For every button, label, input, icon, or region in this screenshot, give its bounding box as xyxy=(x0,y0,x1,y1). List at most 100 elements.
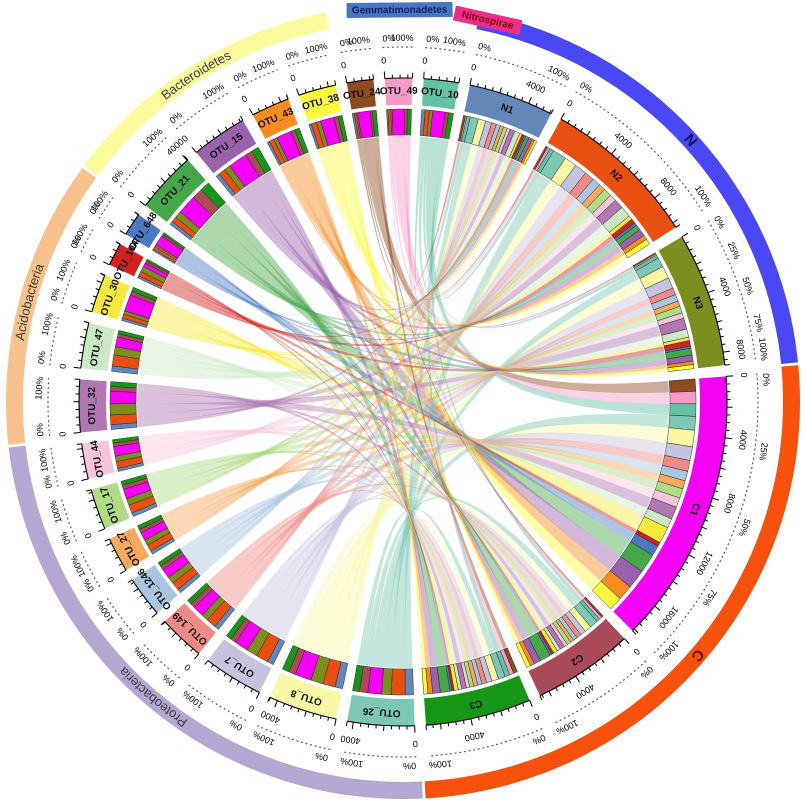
axis-value-C1-16000: 16000 xyxy=(657,605,681,631)
percent-label-OTU_648-100: 100% xyxy=(89,189,110,214)
ribbon-OTU_24-N1 xyxy=(356,139,460,294)
segment-N2 xyxy=(547,119,676,242)
axis-value-N2-8000: 8000 xyxy=(658,176,678,198)
tick-end-OTU_10 xyxy=(458,77,461,83)
axis-value-C1-4000: 4000 xyxy=(737,429,749,450)
tick-N1-4500 xyxy=(535,103,538,107)
tick-OTU_15-500 xyxy=(199,144,203,148)
ribbon-OTU_8-N1 xyxy=(341,144,479,663)
ribbon-OTU_149-N2 xyxy=(225,194,576,606)
bar-slice-OTU_24-5 xyxy=(371,109,379,137)
percent-label-N3-75: 75% xyxy=(751,313,765,333)
percent-label-OTU_7-100: 100% xyxy=(181,688,205,710)
tick-OTU_17-1500 xyxy=(93,506,97,509)
bar-slice-OTU_44-5 xyxy=(112,436,139,444)
tick-OTU_38-500 xyxy=(304,89,307,93)
axis-value-C3-4000: 4000 xyxy=(464,729,486,743)
tick-OTU_1246-500 xyxy=(149,606,153,610)
percent-label-OTU_24-100: 100% xyxy=(346,35,370,47)
percent-ring-N2 xyxy=(575,91,703,212)
segment-OTU_43 xyxy=(252,99,298,139)
percent-label-OTU_10-0: 0% xyxy=(426,34,440,45)
bar-slice-C1-2 xyxy=(669,403,697,417)
tick-N2-1000 xyxy=(573,123,577,128)
percent-ring-OTU_27 xyxy=(80,551,101,587)
bar-slice-N3-19 xyxy=(667,364,695,372)
percent-label-C2-0: 0% xyxy=(639,664,655,680)
tick-OTU_43-1000 xyxy=(264,104,268,109)
tick-OTU_648-1000 xyxy=(130,218,135,222)
tick-OTU_149-2000 xyxy=(171,632,177,638)
tick-OTU_21-1000 xyxy=(152,190,156,194)
segment-OTU_648 xyxy=(125,214,161,249)
percent-label-N2-100: 100% xyxy=(693,184,714,209)
percent-label-OTU_10-100: 100% xyxy=(442,35,466,49)
tick-C1-17500 xyxy=(639,623,643,627)
percent-label-OTU_44-100: 100% xyxy=(37,448,50,472)
group-box-label-Gemmatimonadetes: Gemmatimonadetes xyxy=(352,5,448,17)
axis-OTU_104 xyxy=(108,243,121,266)
tick-C1-10000 xyxy=(701,526,708,530)
tick-OTU_15-2000 xyxy=(217,129,222,135)
ribbon-OTU_17-N3 xyxy=(151,315,657,496)
tick-C1-8500 xyxy=(709,504,714,508)
bar-slice-OTU_26-1 xyxy=(391,668,406,696)
percent-label-OTU_104-100: 100% xyxy=(70,222,90,247)
bar-slice-OTU_15-5 xyxy=(251,146,272,174)
tick-end-OTU_44 xyxy=(76,443,82,445)
bars-layer xyxy=(109,108,697,696)
ribbon-OTU_47-N2 xyxy=(139,225,609,378)
tick-OTU_30-2000 xyxy=(96,280,102,284)
tick-OTU_15-3000 xyxy=(231,122,235,126)
tick-OTU_17-1000 xyxy=(95,513,100,517)
tick-C1-11000 xyxy=(695,540,699,544)
tick-OTU_24-0 xyxy=(345,75,348,84)
segment-label-N1: N1 xyxy=(499,102,515,117)
tick-N3-3000 xyxy=(702,276,706,279)
bar-slice-OTU_8-5 xyxy=(282,645,300,673)
percent-label-OTU_30-100: 100% xyxy=(54,257,72,282)
tick-N3-500 xyxy=(685,241,689,245)
tick-N3-1000 xyxy=(689,248,693,251)
bar-slice-OTU_648-5 xyxy=(162,232,186,250)
axis-value-OTU_149-0: 0 xyxy=(182,662,192,673)
tick-OTU_149-1500 xyxy=(178,638,182,642)
tick-C1-7000 xyxy=(716,482,721,485)
ribbon-OTU_104-N3 xyxy=(164,278,665,372)
tick-OTU_7-1500 xyxy=(236,681,240,685)
percent-ring-OTU_49 xyxy=(382,46,414,49)
tick-C3-2500 xyxy=(492,713,495,717)
tick-C1-4000 xyxy=(724,437,733,440)
tick-N2-6500 xyxy=(639,177,643,181)
bar-slice-N2-19 xyxy=(624,239,651,259)
ribbon-OTU_47-C1 xyxy=(141,343,647,517)
percent-label-OTU_47-100: 100% xyxy=(40,312,55,337)
percent-label-OTU_49-100: 100% xyxy=(390,32,413,43)
tick-N3-4000 xyxy=(707,289,715,294)
axis-value-OTU_26-4000: 4000 xyxy=(340,733,361,746)
tick-C2-4000 xyxy=(575,675,580,683)
segment-label-OTU_26: OTU_26 xyxy=(362,705,401,719)
ribbon-OTU_32-N1 xyxy=(137,154,505,428)
axis-value-OTU_648-0: 0 xyxy=(105,220,116,229)
percent-label-OTU_7-0: 0% xyxy=(228,718,244,733)
axis-OTU_7 xyxy=(207,660,260,693)
axis-value-N3-8000: 8000 xyxy=(734,339,747,360)
axis-C1 xyxy=(632,376,728,632)
tick-C3-1000 xyxy=(514,705,517,710)
axis-value-N2-4000: 4000 xyxy=(612,130,634,151)
tick-N3-6500 xyxy=(718,328,723,330)
tick-C1-16000 xyxy=(654,605,661,611)
tick-OTU_1246-1500 xyxy=(139,594,144,598)
tick-OTU_17-0 xyxy=(98,528,105,532)
tick-N2-2000 xyxy=(586,130,591,136)
tick-OTU_7-3500 xyxy=(210,664,214,668)
tick-OTU_8-4000 xyxy=(274,700,278,708)
tick-OTU_30-1500 xyxy=(95,288,100,291)
percent-ring-OTU_17 xyxy=(60,497,77,542)
tick-OTU_17-500 xyxy=(98,521,103,524)
tick-end-N1 xyxy=(550,109,554,115)
percent-ring-OTU_47 xyxy=(49,314,60,366)
ribbon-OTU_21-N2 xyxy=(193,234,619,336)
